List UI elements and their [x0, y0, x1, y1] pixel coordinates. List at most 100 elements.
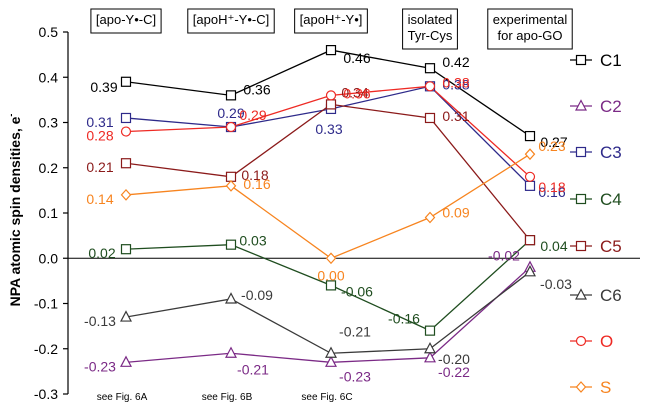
- legend-item-c6: C6: [570, 286, 622, 305]
- marker-c4: [120, 244, 132, 255]
- category-header-text: experimental: [493, 12, 568, 27]
- marker-c1: [325, 44, 337, 56]
- data-label: -0.03: [540, 276, 572, 292]
- data-label: 0.31: [86, 114, 113, 130]
- legend-item-c4: C4: [570, 190, 622, 209]
- marker-s: [120, 189, 132, 201]
- data-label: -0.02: [488, 247, 520, 263]
- marker-c2: [325, 355, 337, 367]
- marker-o: [120, 126, 132, 137]
- data-label: 0.38: [442, 74, 469, 90]
- data-label: 0.38: [442, 76, 469, 92]
- marker-s: [524, 148, 536, 161]
- marker-c6: [225, 292, 237, 304]
- category-header-text: [apo-Y•-C]: [96, 12, 156, 27]
- legend-marker: [575, 381, 587, 393]
- y-tick-label: -0.3: [34, 386, 58, 402]
- data-label: 0.36: [343, 85, 370, 101]
- marker-c6: [120, 310, 132, 322]
- category-header-box: [187, 8, 275, 34]
- category-header-text: for apo-GO: [497, 28, 562, 43]
- data-label: 0.27: [540, 134, 567, 150]
- y-tick-label: 0.5: [39, 24, 59, 40]
- y-tick-label: -0.1: [34, 296, 58, 312]
- marker-c5: [225, 171, 237, 182]
- data-label: 0.14: [86, 191, 113, 207]
- data-label: 0.23: [538, 138, 565, 154]
- data-label: -0.21: [339, 323, 371, 339]
- data-label: 0.46: [343, 50, 370, 66]
- marker-o: [424, 81, 436, 92]
- legend-marker: [575, 54, 587, 66]
- marker-c1: [120, 76, 132, 87]
- y-axis-label: NPA atomic spin densities, e-: [6, 114, 23, 307]
- data-label: 0.02: [88, 245, 115, 261]
- marker-c1: [524, 130, 536, 142]
- category-header: [apo-Y•-C]: [90, 8, 162, 34]
- data-label: -0.22: [438, 364, 470, 380]
- legend-item-c2: C2: [570, 97, 622, 116]
- data-label: 0.16: [538, 184, 565, 200]
- legend-marker: [575, 240, 587, 252]
- data-label: 0.03: [239, 233, 266, 249]
- data-label: -0.06: [341, 283, 373, 299]
- marker-c2: [225, 346, 237, 358]
- data-label: -0.21: [237, 361, 269, 377]
- marker-c5: [524, 235, 536, 246]
- y-tick-label: 0.0: [39, 250, 59, 266]
- data-label: 0.33: [315, 121, 342, 137]
- data-label: -0.23: [339, 368, 371, 384]
- legend-item-s: S: [570, 378, 611, 397]
- legend-label: C3: [600, 143, 622, 162]
- series-markers: [120, 44, 536, 367]
- y-tick-label: 0.1: [39, 205, 59, 221]
- legend-marker: [575, 193, 587, 205]
- legend-label: C2: [600, 97, 622, 116]
- legend-label: O: [600, 332, 613, 351]
- data-label: 0.16: [243, 176, 270, 192]
- legend-marker: [575, 146, 587, 158]
- legend-marker: [575, 99, 587, 111]
- legend-label: C4: [600, 190, 622, 209]
- marker-c1: [424, 63, 436, 74]
- data-label: 0.31: [442, 108, 469, 124]
- marker-c4: [225, 239, 237, 250]
- category-note: see Fig. 6B: [202, 392, 253, 403]
- data-label: 0.18: [538, 179, 565, 195]
- marker-c3: [120, 112, 132, 124]
- category-headers: [apo-Y•-C] see Fig. 6A [apoH⁺-Y•-C] see Fig…: [90, 8, 573, 403]
- data-label: -0.16: [388, 311, 420, 327]
- y-tick-label: 0.2: [39, 160, 59, 176]
- category-header-box: [487, 8, 573, 50]
- marker-s: [424, 211, 436, 224]
- legend-item-c1: C1: [570, 51, 622, 70]
- data-label: -0.13: [84, 313, 116, 329]
- marker-c5: [325, 99, 337, 110]
- data-label: 0.09: [442, 205, 469, 221]
- data-label: -0.20: [438, 351, 470, 367]
- category-header-text: [apoH⁺-Y•-C]: [193, 12, 269, 27]
- data-label: 0.28: [86, 128, 113, 144]
- data-label: 0.34: [341, 84, 368, 100]
- marker-c2: [424, 351, 436, 363]
- marker-c4: [424, 325, 436, 336]
- legend-label: S: [600, 378, 611, 397]
- data-label: -0.23: [84, 358, 116, 374]
- category-header-box: [294, 8, 368, 34]
- marker-c6: [325, 346, 337, 358]
- axes: -0.3 -0.2 -0.1 0.0 0.1 0.2 0.3 0.4 0.5: [34, 24, 640, 402]
- data-label: 0.29: [239, 107, 266, 123]
- legend-label: C6: [600, 286, 622, 305]
- category-header: [apoH⁺-Y•-C]: [187, 8, 275, 34]
- category-header-text: [apoH⁺-Y•]: [300, 12, 363, 27]
- legend-label: C1: [600, 51, 622, 70]
- y-tick-label: 0.4: [39, 69, 59, 85]
- legend: C1 C2 C3 C4 C5 C6 O S: [570, 51, 622, 397]
- data-label: 0.29: [217, 105, 244, 121]
- category-header-box: [402, 8, 458, 50]
- y-tick-label: -0.2: [34, 341, 58, 357]
- data-label: 0.04: [540, 238, 567, 254]
- data-labels: 0.39 0.36 0.46 0.42 0.27 -0.23 -0.21 -0.23 -0.22…: [84, 50, 572, 384]
- marker-c6: [524, 265, 536, 277]
